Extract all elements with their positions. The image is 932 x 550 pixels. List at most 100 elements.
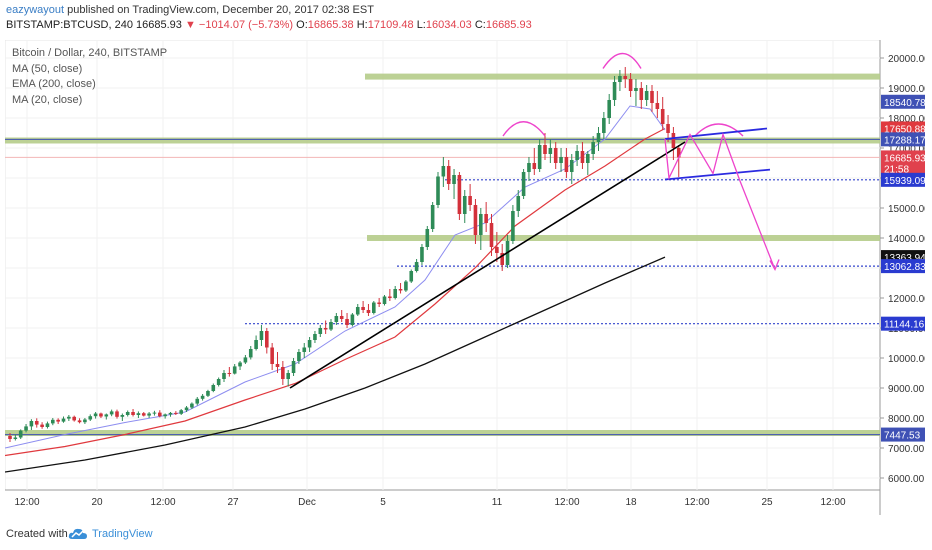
candle-body bbox=[537, 145, 542, 169]
legend-ma50[interactable]: MA (50, close) bbox=[12, 62, 83, 75]
open-value: 16865.38 bbox=[307, 19, 354, 31]
candle-body bbox=[83, 419, 87, 423]
candle-body bbox=[452, 175, 456, 184]
candle-body bbox=[409, 271, 414, 282]
last-price: 16685.93 bbox=[136, 19, 182, 31]
candle-body bbox=[355, 307, 360, 315]
candle-body bbox=[569, 160, 574, 172]
candle-body bbox=[564, 157, 569, 172]
candle-body bbox=[329, 322, 333, 330]
candle-body bbox=[115, 411, 119, 417]
candle-body bbox=[168, 412, 173, 415]
time-tick-label: 12:00 bbox=[820, 497, 845, 508]
candle-body bbox=[29, 421, 34, 427]
candle-body bbox=[495, 247, 499, 253]
price-tick-label: 14000.00 bbox=[888, 234, 925, 245]
candle-body bbox=[623, 76, 628, 79]
price-tick-label: 10000.00 bbox=[888, 354, 925, 365]
candle-body bbox=[650, 91, 654, 103]
channel-upper bbox=[664, 127, 768, 140]
candle-body bbox=[660, 109, 665, 124]
candle-body bbox=[575, 151, 579, 160]
candle-body bbox=[254, 340, 258, 349]
time-tick-label: 12:00 bbox=[554, 497, 579, 508]
time-tick-label: 12:00 bbox=[684, 497, 709, 508]
price-badge bbox=[881, 94, 925, 109]
candle-body bbox=[45, 423, 50, 427]
candle-body bbox=[404, 281, 408, 291]
candle-body bbox=[521, 172, 526, 196]
candle-body bbox=[227, 373, 232, 374]
candle-body bbox=[553, 148, 558, 163]
tradingview-brand[interactable]: TradingView bbox=[92, 528, 153, 540]
candle-body bbox=[334, 316, 339, 322]
support-zone bbox=[5, 137, 880, 144]
candle-body bbox=[61, 418, 66, 422]
candle-body bbox=[163, 414, 167, 417]
candle-body bbox=[174, 412, 178, 414]
candle-body bbox=[281, 367, 285, 379]
chart-area[interactable]: 6000.007000.008000.009000.0010000.001100… bbox=[4, 39, 930, 515]
price-tick-label: 20000.00 bbox=[888, 54, 925, 65]
candle-body bbox=[430, 205, 435, 229]
footer: Created with TradingView bbox=[0, 518, 932, 550]
candle-body bbox=[275, 364, 280, 367]
legend-ma20[interactable]: MA (20, close) bbox=[12, 93, 83, 106]
open-label: O: bbox=[296, 19, 308, 31]
candle-body bbox=[67, 416, 71, 419]
candle-body bbox=[516, 196, 521, 211]
candle-body bbox=[222, 373, 226, 379]
candle-body bbox=[479, 214, 483, 235]
candle-body bbox=[8, 436, 12, 439]
author-link[interactable]: eazywayout bbox=[6, 4, 65, 16]
price-badge bbox=[881, 316, 925, 331]
candle-body bbox=[350, 314, 355, 325]
candle-body bbox=[13, 437, 18, 439]
candle-body bbox=[345, 319, 349, 325]
candle-body bbox=[580, 151, 585, 163]
price-badge-label: 13363.94 bbox=[884, 253, 925, 264]
price-badge-label: 17650.88 bbox=[884, 124, 925, 135]
candle-body bbox=[532, 163, 537, 169]
candle-body bbox=[462, 196, 467, 214]
candle-body bbox=[77, 420, 82, 423]
price-chart[interactable]: 6000.007000.008000.009000.0010000.001100… bbox=[4, 39, 930, 515]
candle-body bbox=[152, 412, 157, 414]
candle-body bbox=[104, 414, 109, 417]
price-badge bbox=[881, 161, 925, 176]
candle-body bbox=[88, 416, 93, 420]
candle-body bbox=[270, 347, 274, 364]
candle-body bbox=[99, 413, 103, 417]
support-zone bbox=[365, 73, 880, 80]
candle-body bbox=[586, 154, 590, 163]
price-badge bbox=[881, 121, 925, 136]
time-tick-label: 11 bbox=[492, 497, 503, 508]
legend-ema200[interactable]: EMA (200, close) bbox=[12, 78, 96, 90]
high-label: H: bbox=[356, 19, 368, 31]
candle-body bbox=[51, 419, 55, 424]
projected-path bbox=[664, 132, 776, 270]
candle-body bbox=[527, 163, 531, 172]
candle-body bbox=[200, 395, 205, 399]
candle-body bbox=[548, 148, 553, 154]
price-badge bbox=[881, 150, 925, 165]
candle-body bbox=[372, 302, 376, 313]
candle-body bbox=[596, 133, 601, 142]
price-badge-label: 11144.16 bbox=[884, 320, 925, 331]
candle-body bbox=[446, 166, 451, 184]
price-badge-label: 18540.78 bbox=[884, 98, 925, 109]
candle-body bbox=[393, 289, 397, 298]
chart-header: eazywayout published on TradingView.com,… bbox=[0, 0, 932, 38]
candle-body bbox=[93, 413, 98, 417]
candle-body bbox=[607, 100, 611, 118]
candle-body bbox=[468, 196, 472, 205]
candle-body bbox=[602, 118, 606, 133]
candle-body bbox=[436, 176, 440, 205]
candle-body bbox=[238, 362, 242, 367]
candle-body bbox=[382, 296, 387, 304]
candle-body bbox=[457, 175, 462, 214]
candle-body bbox=[671, 133, 676, 148]
time-tick-label: 5 bbox=[380, 497, 386, 508]
ohlc-line: BITSTAMP:BTCUSD, 240 16685.93 ▼ −1014.07… bbox=[6, 19, 532, 31]
price-badge-label: 21:58 bbox=[884, 164, 909, 175]
